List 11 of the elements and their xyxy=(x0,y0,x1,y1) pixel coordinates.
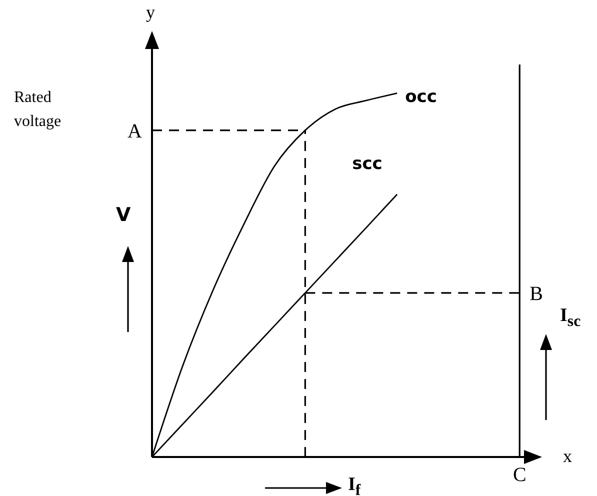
x-axis-title: I$_{f}$ xyxy=(348,474,362,496)
ref-line-label: B xyxy=(530,283,543,306)
series-label: occ xyxy=(405,86,437,107)
text: I$_{sc}$ xyxy=(560,305,582,331)
text: y xyxy=(146,2,156,23)
ref-line-label: A xyxy=(128,120,143,142)
series-label: scc xyxy=(352,154,382,174)
text: C xyxy=(513,464,528,487)
text: x xyxy=(563,446,573,467)
text: Rated voltage xyxy=(14,88,62,132)
y-axis-title: V xyxy=(116,204,132,226)
